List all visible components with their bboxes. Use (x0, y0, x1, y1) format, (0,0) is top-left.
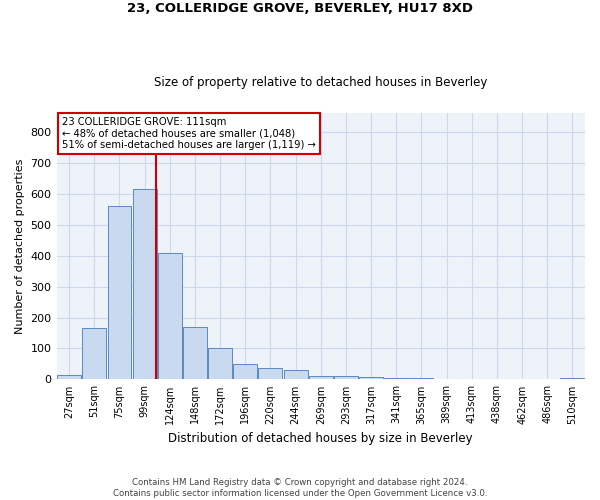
Bar (309, 376, 333, 380)
Bar (409, 378, 433, 380)
Text: 23, COLLERIDGE GROVE, BEVERLEY, HU17 8XD: 23, COLLERIDGE GROVE, BEVERLEY, HU17 8XD (127, 2, 473, 16)
Bar (158, 252, 182, 380)
Y-axis label: Number of detached properties: Number of detached properties (15, 158, 25, 334)
Bar (359, 377, 383, 380)
Bar (57, 375, 81, 380)
Bar (334, 376, 358, 380)
Bar (434, 378, 458, 380)
Bar (284, 370, 308, 380)
Bar (82, 328, 106, 380)
X-axis label: Distribution of detached houses by size in Beverley: Distribution of detached houses by size … (169, 432, 473, 445)
Bar (233, 364, 257, 380)
Text: 23 COLLERIDGE GROVE: 111sqm
← 48% of detached houses are smaller (1,048)
51% of : 23 COLLERIDGE GROVE: 111sqm ← 48% of det… (62, 118, 316, 150)
Bar (259, 368, 283, 380)
Bar (560, 378, 584, 380)
Title: Size of property relative to detached houses in Beverley: Size of property relative to detached ho… (154, 76, 487, 88)
Bar (107, 206, 131, 380)
Bar (183, 327, 207, 380)
Bar (385, 378, 408, 380)
Bar (133, 189, 157, 380)
Text: Contains HM Land Registry data © Crown copyright and database right 2024.
Contai: Contains HM Land Registry data © Crown c… (113, 478, 487, 498)
Bar (208, 348, 232, 380)
